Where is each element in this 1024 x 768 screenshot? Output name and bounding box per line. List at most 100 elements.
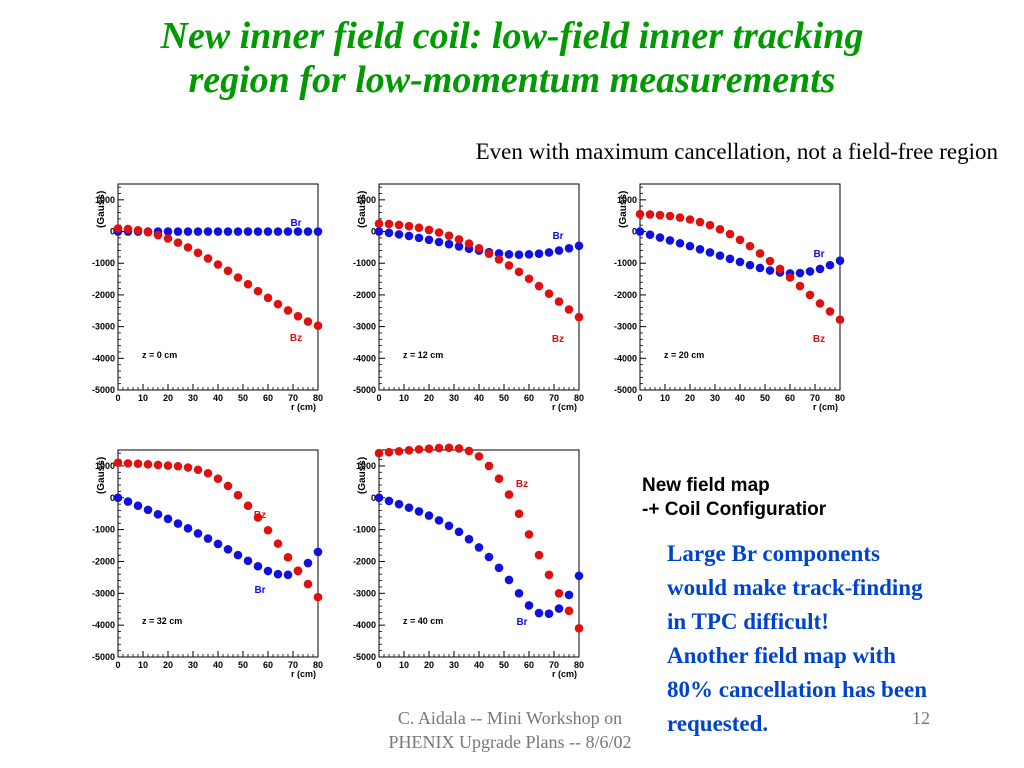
data-point-br: [223, 227, 233, 236]
data-point-br: [755, 263, 765, 273]
data-point-br: [434, 516, 444, 525]
data-point-bz: [695, 217, 705, 227]
x-tick-label: 40: [474, 660, 484, 670]
data-point-bz: [173, 461, 183, 471]
y-tick-label: -4000: [92, 353, 115, 363]
data-point-br: [213, 539, 223, 549]
conclusion-line-3: in TPC difficult!: [667, 609, 829, 634]
data-point-bz: [303, 317, 313, 326]
data-point-bz: [735, 235, 745, 245]
data-point-br: [313, 227, 323, 236]
x-tick-label: 80: [313, 660, 323, 670]
z-annotation: z = 20 cm: [664, 350, 704, 360]
data-point-bz: [213, 474, 223, 483]
data-point-bz: [805, 290, 815, 300]
y-tick-label: -5000: [353, 652, 376, 662]
x-tick-label: 0: [115, 660, 120, 670]
data-point-br: [494, 249, 504, 258]
data-point-bz: [645, 210, 655, 219]
y-tick-label: -4000: [353, 353, 376, 363]
x-tick-label: 50: [238, 660, 248, 670]
data-point-br: [444, 521, 454, 531]
data-point-br: [384, 496, 394, 506]
series-label-br: Br: [254, 585, 265, 596]
data-point-br: [655, 233, 665, 242]
data-point-br: [263, 227, 273, 236]
x-tick-label: 40: [213, 393, 223, 403]
data-point-bz: [233, 490, 243, 500]
data-point-br: [735, 257, 745, 267]
y-axis-label: (Gauss): [96, 191, 107, 228]
data-point-bz: [283, 306, 293, 315]
y-tick-label: -2000: [92, 290, 115, 300]
x-tick-label: 40: [213, 660, 223, 670]
data-point-bz: [554, 297, 564, 306]
data-point-br: [163, 514, 173, 524]
slide-subtitle: Even with maximum cancellation, not a fi…: [475, 139, 998, 164]
y-tick-label: -4000: [614, 353, 637, 363]
series-label-bz: Bz: [552, 334, 564, 345]
data-point-bz: [253, 286, 263, 296]
data-point-br: [524, 250, 534, 259]
field-plot-5: 0 10 20 30 40 50 60 70 80 1000 0 -1000 -2000 -3000 -40…: [353, 443, 584, 679]
y-tick-label: -3000: [353, 322, 376, 332]
data-point-bz: [775, 264, 785, 274]
y-axis-label: (Gauss): [357, 191, 368, 228]
conclusion-note: Large Br components would make track-fin…: [667, 537, 997, 741]
data-point-br: [263, 566, 273, 576]
y-tick-label: -5000: [353, 385, 376, 395]
data-point-bz: [484, 461, 494, 471]
data-point-br: [544, 248, 554, 257]
data-point-bz: [524, 274, 534, 284]
data-point-bz: [113, 224, 123, 233]
data-point-bz: [394, 446, 404, 456]
data-point-br: [293, 227, 303, 236]
data-point-br: [434, 237, 444, 247]
x-tick-label: 30: [710, 393, 720, 403]
y-tick-label: 1000: [95, 461, 115, 471]
data-point-br: [514, 250, 524, 259]
data-point-bz: [133, 225, 143, 235]
data-point-br: [554, 604, 564, 613]
field-plot-1: 0 10 20 30 40 50 60 70 80 1000 0 -1000 -2000 -3000 -40…: [92, 183, 323, 412]
data-point-bz: [394, 220, 404, 230]
data-point-bz: [203, 254, 213, 263]
data-point-bz: [454, 444, 464, 453]
slide-title-line-1: New inner field coil: low-field inner tr…: [160, 15, 864, 57]
data-point-bz: [384, 447, 394, 457]
data-point-br: [564, 590, 574, 600]
y-tick-label: -5000: [92, 385, 115, 395]
data-point-bz: [263, 525, 273, 535]
data-point-br: [123, 497, 133, 506]
data-point-bz: [313, 592, 323, 602]
data-point-bz: [233, 273, 243, 282]
field-map-heading: New field map -+ Coil Configuratior: [642, 474, 874, 522]
z-annotation: z = 0 cm: [142, 350, 177, 360]
data-point-br: [765, 266, 775, 275]
data-point-br: [113, 493, 123, 503]
x-axis-label: r (cm): [291, 402, 316, 412]
x-tick-label: 0: [376, 393, 381, 403]
x-tick-label: 20: [424, 393, 434, 403]
data-point-bz: [554, 589, 564, 598]
x-tick-label: 60: [263, 393, 273, 403]
data-point-bz: [153, 460, 163, 470]
data-point-bz: [173, 238, 183, 247]
footer-line-1: C. Aidala -- Mini Workshop on: [397, 708, 623, 728]
y-tick-label: -1000: [353, 258, 376, 268]
x-tick-label: 60: [785, 393, 795, 403]
data-point-br: [163, 227, 173, 236]
data-point-bz: [725, 229, 735, 239]
data-point-bz: [213, 260, 223, 269]
data-point-bz: [665, 211, 675, 221]
z-annotation: z = 12 cm: [403, 350, 443, 360]
y-tick-label: 0: [110, 493, 115, 503]
data-point-br: [303, 227, 313, 236]
data-point-bz: [223, 481, 233, 491]
data-point-br: [464, 534, 474, 544]
data-point-br: [223, 545, 233, 554]
data-point-bz: [474, 244, 484, 253]
x-tick-label: 80: [574, 393, 584, 403]
data-point-bz: [203, 468, 213, 478]
